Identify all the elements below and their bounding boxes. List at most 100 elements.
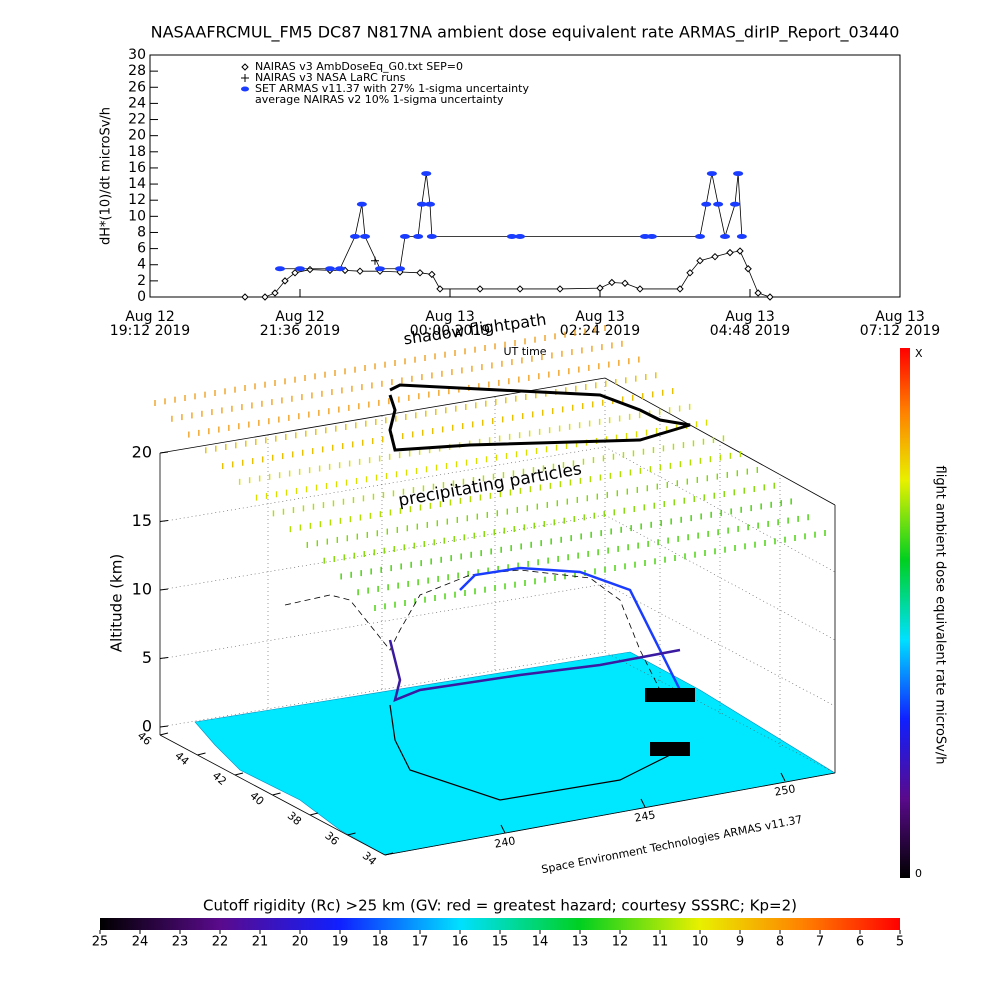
diamond-marker bbox=[608, 278, 616, 287]
chart-title: NASAAFRCMUL_FM5 DC87 N817NA ambient dose… bbox=[151, 23, 900, 43]
legend-label: NAIRAS v3 NASA LaRC runs bbox=[255, 71, 406, 84]
z-tick-label: 5 bbox=[142, 648, 152, 667]
dot-marker bbox=[733, 171, 744, 177]
x-tick-label: 04:48 2019 bbox=[710, 323, 790, 339]
y-tick-label: 0 bbox=[137, 289, 146, 305]
y-tick-label: 22 bbox=[128, 112, 146, 128]
colorbar-tick-label: 24 bbox=[132, 935, 149, 950]
dot-marker bbox=[413, 234, 424, 239]
y-tick-label: 12 bbox=[128, 192, 146, 208]
dot-marker bbox=[295, 266, 305, 272]
flight-path-top bbox=[388, 383, 691, 452]
x-tick-label: Aug 13 bbox=[425, 309, 475, 325]
diamond-marker bbox=[686, 269, 694, 277]
lat-tick-label: 42 bbox=[210, 769, 229, 788]
diamond-marker bbox=[281, 277, 289, 285]
dot-marker bbox=[736, 234, 747, 239]
rigidity-colorbar-panel: Cutoff rigidity (Rc) >25 km (GV: red = g… bbox=[92, 897, 904, 950]
rigidity-colorbar bbox=[100, 918, 900, 930]
x-axis-label: UT time bbox=[503, 345, 546, 358]
dot-marker bbox=[506, 234, 517, 239]
y-tick-label: 14 bbox=[128, 176, 146, 192]
colorbar-tick-label: 7 bbox=[816, 935, 824, 950]
legend-marker bbox=[241, 74, 249, 82]
time-series-panel: NASAAFRCMUL_FM5 DC87 N817NA ambient dose… bbox=[99, 23, 941, 359]
diamond-marker bbox=[416, 269, 424, 277]
y-tick-label: 8 bbox=[137, 224, 146, 240]
diamond-marker bbox=[476, 285, 484, 293]
lat-tick bbox=[159, 732, 169, 736]
y-tick-label: 2 bbox=[137, 273, 146, 289]
lon-tick bbox=[640, 798, 646, 808]
x-tick-label: 07:12 2019 bbox=[860, 323, 940, 339]
colorbar-tick-label: 5 bbox=[896, 935, 904, 950]
lat-tick-label: 44 bbox=[172, 749, 191, 768]
dot-marker bbox=[395, 266, 405, 272]
dot-marker bbox=[730, 201, 740, 207]
z-tick-label: 20 bbox=[132, 443, 152, 462]
lat-tick-label: 38 bbox=[285, 809, 304, 828]
colorbar-bottom-label: 0 bbox=[915, 867, 922, 880]
x-tick-label: Aug 13 bbox=[575, 309, 625, 325]
dose-colorbar bbox=[900, 348, 910, 878]
y-axis-label: dH*(10)/dt microSv/h bbox=[99, 107, 114, 245]
colorbar-top-label: X bbox=[915, 347, 923, 360]
colorbar-tick-label: 19 bbox=[332, 935, 349, 950]
y-tick-label: 26 bbox=[128, 79, 146, 95]
legend-label: NAIRAS v3 AmbDoseEq_G0.txt SEP=0 bbox=[255, 60, 463, 73]
z-tick-label: 15 bbox=[132, 511, 152, 530]
y-tick-label: 16 bbox=[128, 160, 146, 176]
box-grid bbox=[159, 378, 836, 774]
lon-tick-label: 250 bbox=[773, 782, 796, 798]
dot-marker bbox=[350, 234, 360, 239]
z-tick-label: 10 bbox=[132, 580, 152, 599]
credit: Space Environment Technologies ARMAS v11… bbox=[540, 813, 803, 876]
diamond-marker bbox=[436, 285, 444, 293]
dot-marker bbox=[356, 201, 367, 207]
lat-tick bbox=[234, 772, 244, 776]
dot-marker bbox=[416, 201, 427, 207]
dot-marker bbox=[425, 201, 435, 207]
dot-marker bbox=[325, 266, 335, 272]
diamond-marker bbox=[711, 252, 719, 261]
colorbar-tick-label: 17 bbox=[412, 935, 429, 950]
diamond-marker bbox=[596, 284, 604, 292]
holding-pattern-ground bbox=[650, 742, 690, 756]
colorbar-tick-label: 13 bbox=[572, 935, 589, 950]
lat-tick bbox=[309, 812, 319, 816]
y-tick-label: 4 bbox=[137, 257, 146, 273]
colorbar-tick-label: 11 bbox=[652, 935, 669, 950]
dot-marker bbox=[646, 234, 657, 239]
lon-tick-label: 240 bbox=[493, 834, 516, 850]
diamond-marker bbox=[241, 293, 249, 301]
dot-marker bbox=[360, 234, 370, 239]
dot-marker bbox=[335, 266, 345, 272]
y-tick-label: 30 bbox=[128, 47, 146, 63]
lat-tick-label: 36 bbox=[322, 829, 341, 848]
colorbar-tick-label: 9 bbox=[736, 935, 744, 950]
diamond-marker bbox=[636, 285, 644, 293]
z-tick-label: 0 bbox=[142, 717, 152, 736]
colorbar-tick-label: 22 bbox=[212, 935, 229, 950]
x-tick-label: Aug 12 bbox=[275, 309, 325, 325]
diamond-marker bbox=[271, 289, 279, 297]
colorbar-tick-label: 15 bbox=[492, 935, 509, 950]
diamond-marker bbox=[766, 293, 774, 301]
lat-tick-label: 40 bbox=[247, 789, 266, 808]
dot-marker bbox=[421, 171, 432, 177]
colorbar-label: flight ambient dose equivalent rate micr… bbox=[933, 466, 948, 765]
colorbar-tick-label: 6 bbox=[856, 935, 864, 950]
colorbar-tick-label: 12 bbox=[612, 935, 629, 950]
series-line bbox=[280, 173, 743, 270]
diamond-marker bbox=[744, 265, 752, 273]
diamond-marker bbox=[621, 279, 629, 287]
dot-marker bbox=[713, 201, 724, 207]
colorbar-tick-label: 8 bbox=[776, 935, 784, 950]
dot-marker bbox=[720, 234, 730, 239]
y-tick-label: 18 bbox=[128, 144, 146, 160]
dot-marker bbox=[515, 234, 525, 239]
label-precipitating: precipitating particles bbox=[397, 459, 584, 511]
colorbar-title: Cutoff rigidity (Rc) >25 km (GV: red = g… bbox=[203, 897, 797, 915]
y-tick-label: 10 bbox=[128, 208, 146, 224]
